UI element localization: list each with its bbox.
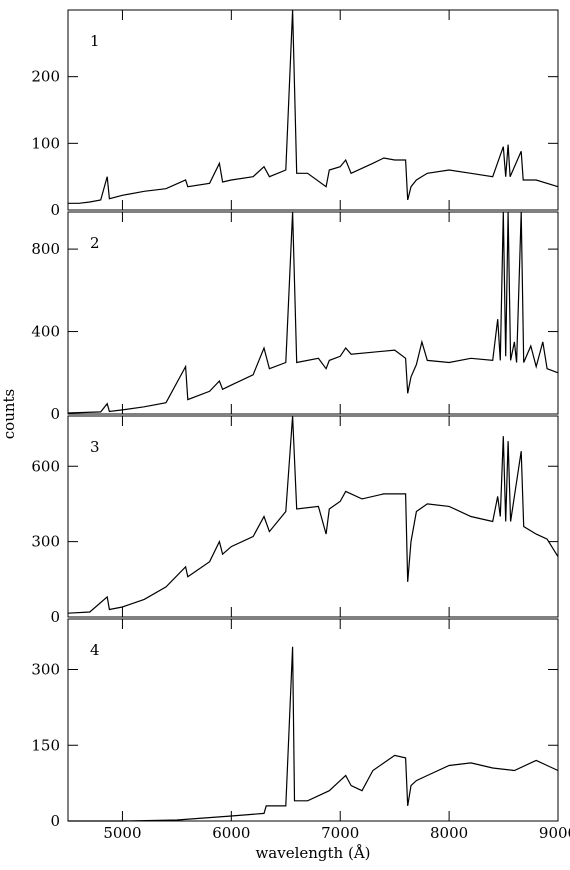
y-tick-label: 300 <box>31 533 60 551</box>
x-axis-label: wavelength (Å) <box>255 844 370 862</box>
y-tick-label: 0 <box>50 608 60 626</box>
y-tick-label: 0 <box>50 405 60 423</box>
panel-label: 2 <box>90 234 100 252</box>
y-tick-label: 300 <box>31 661 60 679</box>
y-tick-label: 400 <box>31 323 60 341</box>
y-tick-label: 0 <box>50 201 60 219</box>
panel-frame <box>67 211 559 415</box>
panel-label: 3 <box>90 438 100 456</box>
panel-frame <box>67 618 559 822</box>
spectrum-line <box>68 646 559 822</box>
x-tick-label: 7000 <box>321 824 359 842</box>
y-tick-label: 200 <box>31 68 60 86</box>
y-tick-label: 800 <box>31 240 60 258</box>
x-tick-label: 5000 <box>103 824 141 842</box>
panel-label: 4 <box>90 641 100 659</box>
y-tick-label: 150 <box>31 736 60 754</box>
y-tick-label: 0 <box>50 812 60 830</box>
panel-label: 1 <box>90 32 100 50</box>
spectrum-line <box>68 9 559 204</box>
x-tick-label: 9000 <box>539 824 570 842</box>
y-axis-label: counts <box>0 389 18 439</box>
panel-frame <box>67 415 559 618</box>
y-tick-label: 100 <box>31 134 60 152</box>
spectrum-line <box>67 211 559 414</box>
y-tick-label: 600 <box>31 457 60 475</box>
panel-frame <box>67 9 559 211</box>
x-tick-label: 6000 <box>212 824 250 842</box>
x-tick-label: 8000 <box>430 824 468 842</box>
spectrum-line <box>67 415 559 614</box>
